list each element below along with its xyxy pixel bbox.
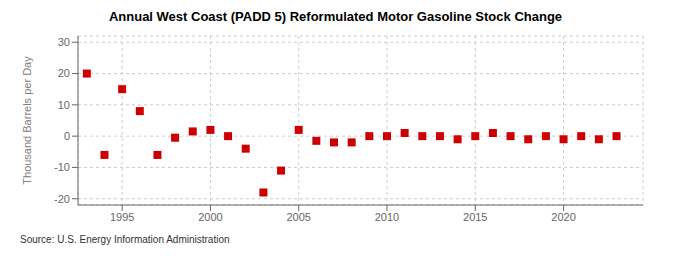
- svg-text:-20: -20: [54, 193, 70, 205]
- svg-text:1995: 1995: [110, 211, 134, 223]
- svg-text:20: 20: [58, 67, 70, 79]
- html-text:Source: U.S. Energy Informatio: Source: U.S. Energy Information Administ…: [20, 234, 230, 245]
- svg-text:-10: -10: [54, 161, 70, 173]
- svg-text:2005: 2005: [286, 211, 310, 223]
- svg-text:Thousand Barrels per Day: Thousand Barrels per Day: [21, 56, 33, 185]
- svg-text:0: 0: [64, 130, 70, 142]
- svg-text:2020: 2020: [551, 211, 575, 223]
- html-text:Annual West Coast (PADD 5) Ref: Annual West Coast (PADD 5) Reformulated …: [108, 9, 563, 24]
- svg-text:2010: 2010: [375, 211, 399, 223]
- svg-text:2015: 2015: [463, 211, 487, 223]
- svg-text:30: 30: [58, 36, 70, 48]
- svg-text:2000: 2000: [198, 211, 222, 223]
- svg-text:10: 10: [58, 99, 70, 111]
